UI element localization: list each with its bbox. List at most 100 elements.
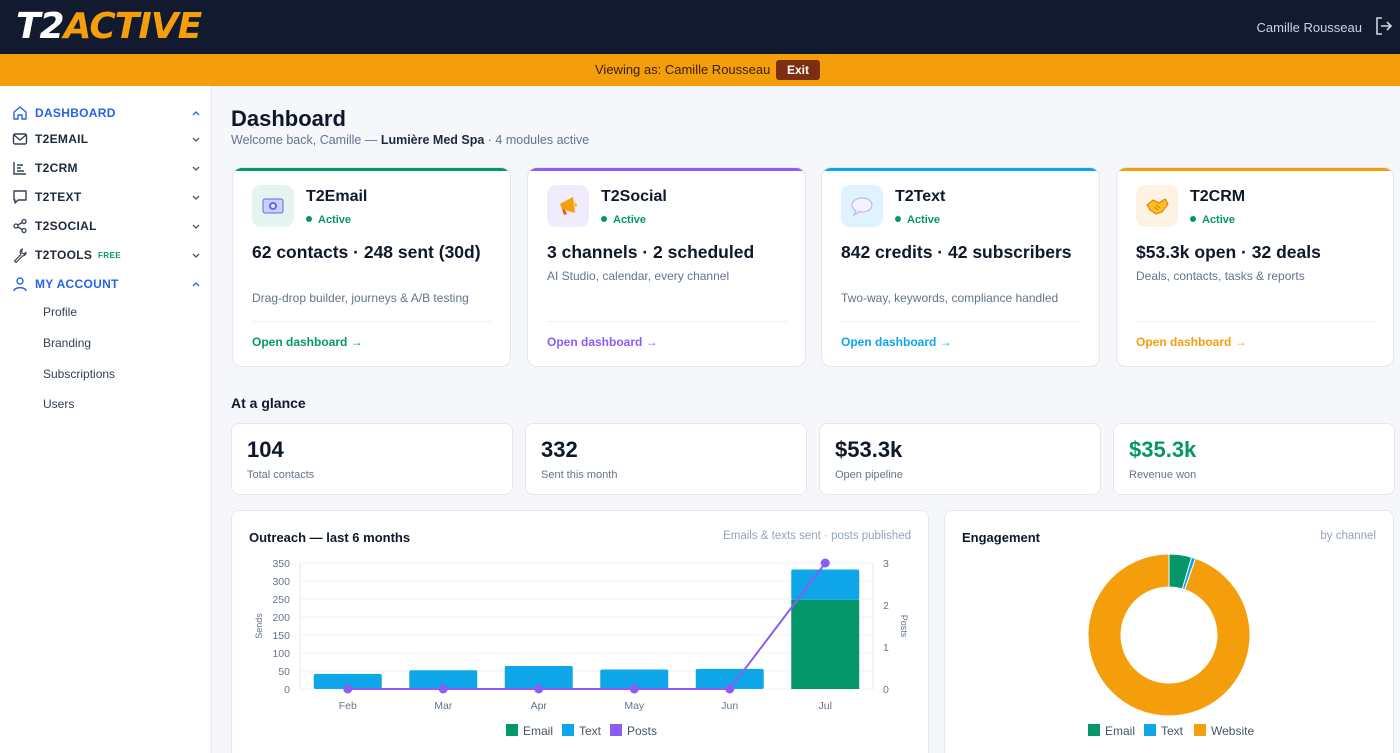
sidebar-subitem-users[interactable]: Users bbox=[43, 397, 75, 411]
slice-website bbox=[1087, 553, 1251, 717]
outreach-subtitle: Emails & texts sent · posts published bbox=[723, 530, 911, 542]
x-tick-label: May bbox=[624, 700, 645, 712]
sidebar-subitem-branding[interactable]: Branding bbox=[43, 336, 92, 350]
y-axis-title: Sends bbox=[254, 613, 264, 639]
page-title: Dashboard bbox=[231, 106, 346, 131]
sidebar-subitem-subscriptions[interactable]: Subscriptions bbox=[43, 367, 116, 381]
stat-label: Total contacts bbox=[247, 469, 315, 481]
module-headline: 62 contacts · 248 sent (30d) bbox=[252, 242, 481, 262]
sidebar-subitem-profile[interactable]: Profile bbox=[43, 305, 78, 319]
app-logo[interactable]: T2ACTIVE bbox=[16, 6, 202, 47]
posts-line bbox=[347, 562, 827, 690]
posts-point bbox=[438, 684, 448, 694]
sidebar-item-t2text[interactable]: T2TEXT bbox=[0, 184, 211, 210]
posts-point bbox=[820, 558, 830, 568]
y-tick-label: 50 bbox=[278, 666, 290, 678]
bar-text-jul bbox=[791, 569, 860, 600]
chevron-down-icon bbox=[192, 166, 200, 171]
module-name: T2Text bbox=[895, 188, 946, 205]
y-tick-label: 300 bbox=[272, 576, 290, 588]
divider bbox=[547, 321, 787, 322]
module-headline: 842 credits · 42 subscribers bbox=[841, 242, 1072, 262]
divider bbox=[252, 321, 492, 322]
stat-label: Revenue won bbox=[1129, 469, 1197, 481]
bar-text-mar bbox=[409, 670, 478, 689]
y-tick-label: 150 bbox=[272, 630, 290, 642]
module-headline: $53.3k open · 32 deals bbox=[1136, 242, 1321, 262]
x-tick-label: Apr bbox=[531, 700, 548, 712]
legend-swatch-text bbox=[1144, 724, 1156, 736]
stat-label: Open pipeline bbox=[835, 469, 903, 481]
megaphone-icon bbox=[547, 185, 589, 227]
y2-tick-label: 1 bbox=[883, 642, 889, 654]
sidebar-item-label: DASHBOARD bbox=[35, 106, 116, 120]
sidebar-item-label: MY ACCOUNT bbox=[35, 277, 119, 291]
sidebar-item-label: T2EMAIL bbox=[35, 132, 89, 146]
card-accent-bar bbox=[1117, 168, 1393, 171]
sidebar: DASHBOARD T2EMAIL T2CRM T2TEXT T2SOCIAL … bbox=[0, 86, 212, 753]
engagement-chart: Email Text Website bbox=[1087, 553, 1254, 738]
stat-card-sent: 332 Sent this month bbox=[525, 423, 807, 495]
divider bbox=[1136, 321, 1376, 322]
sidebar-item-dashboard[interactable]: DASHBOARD bbox=[0, 100, 211, 126]
x-tick-label: Jul bbox=[819, 700, 832, 712]
module-name: T2Social bbox=[601, 188, 667, 205]
y-tick-label: 100 bbox=[272, 648, 290, 660]
chevron-down-icon bbox=[192, 137, 200, 142]
logout-icon[interactable] bbox=[1374, 15, 1394, 37]
stat-card-revenue: $35.3k Revenue won bbox=[1113, 423, 1395, 495]
mail-icon bbox=[12, 133, 28, 145]
outreach-chart: 0 50 100 150 200 250 300 350 0 1 2 3 Sends Posts Feb Ma… bbox=[254, 558, 909, 738]
sidebar-item-t2email[interactable]: T2EMAIL bbox=[0, 126, 211, 152]
status-badge: Active bbox=[895, 214, 940, 226]
open-dashboard-link[interactable]: Open dashboard → bbox=[841, 335, 952, 349]
speech-bubble-icon bbox=[841, 185, 883, 227]
module-name: T2CRM bbox=[1190, 188, 1246, 205]
card-accent-bar bbox=[528, 168, 805, 171]
legend-label-text: Text bbox=[1161, 724, 1184, 738]
y2-tick-label: 0 bbox=[883, 684, 889, 696]
sidebar-item-label: T2TOOLS bbox=[35, 248, 93, 262]
divider bbox=[841, 321, 1081, 322]
sidebar-item-t2crm[interactable]: T2CRM bbox=[0, 155, 211, 181]
legend-label-email: Email bbox=[523, 724, 553, 738]
module-description: Two-way, keywords, compliance handled bbox=[841, 291, 1059, 305]
status-badge: Active bbox=[601, 214, 646, 226]
stat-label: Sent this month bbox=[541, 469, 618, 481]
outreach-panel: Outreach — last 6 months Emails & texts … bbox=[231, 510, 929, 753]
bar-text-feb bbox=[313, 673, 382, 689]
chevron-up-icon bbox=[192, 111, 200, 116]
impersonation-banner: Viewing as: Camille Rousseau Exit bbox=[0, 54, 1400, 86]
welcome-text: Welcome back, Camille — Lumière Med Spa … bbox=[231, 133, 590, 147]
chat-bubble-icon bbox=[13, 190, 27, 204]
status-badge: Active bbox=[1190, 214, 1235, 226]
legend-swatch-text bbox=[562, 724, 574, 736]
exit-button[interactable]: Exit bbox=[776, 60, 820, 80]
stat-value: $35.3k bbox=[1129, 437, 1197, 462]
stat-value: 332 bbox=[541, 437, 578, 462]
module-card-t2social: T2Social Active 3 channels · 2 scheduled… bbox=[527, 167, 806, 367]
bar-email-jul bbox=[791, 599, 860, 689]
user-icon bbox=[13, 277, 27, 292]
outreach-title: Outreach — last 6 months bbox=[249, 530, 411, 545]
module-card-t2email: T2Email Active 62 contacts · 248 sent (3… bbox=[232, 167, 511, 367]
status-badge: Active bbox=[306, 214, 351, 226]
sidebar-item-t2social[interactable]: T2SOCIAL bbox=[0, 213, 211, 239]
chevron-down-icon bbox=[192, 195, 200, 200]
user-name[interactable]: Camille Rousseau bbox=[1256, 20, 1363, 35]
card-accent-bar bbox=[822, 168, 1099, 171]
sidebar-item-my-account[interactable]: MY ACCOUNT bbox=[0, 271, 211, 297]
sidebar-item-label: T2CRM bbox=[35, 161, 78, 175]
chevron-down-icon bbox=[192, 253, 200, 258]
y-tick-label: 350 bbox=[272, 558, 290, 570]
sidebar-item-t2tools[interactable]: T2TOOLS FREE bbox=[0, 242, 211, 268]
open-dashboard-link[interactable]: Open dashboard → bbox=[1136, 335, 1247, 349]
module-description: Deals, contacts, tasks & reports bbox=[1136, 269, 1305, 283]
engagement-title: Engagement bbox=[962, 530, 1041, 545]
stat-value: $53.3k bbox=[835, 437, 903, 462]
x-tick-label: Mar bbox=[434, 700, 453, 712]
open-dashboard-link[interactable]: Open dashboard → bbox=[252, 335, 363, 349]
open-dashboard-link[interactable]: Open dashboard → bbox=[547, 335, 658, 349]
bar-text-apr bbox=[504, 665, 573, 689]
y-tick-label: 200 bbox=[272, 612, 290, 624]
